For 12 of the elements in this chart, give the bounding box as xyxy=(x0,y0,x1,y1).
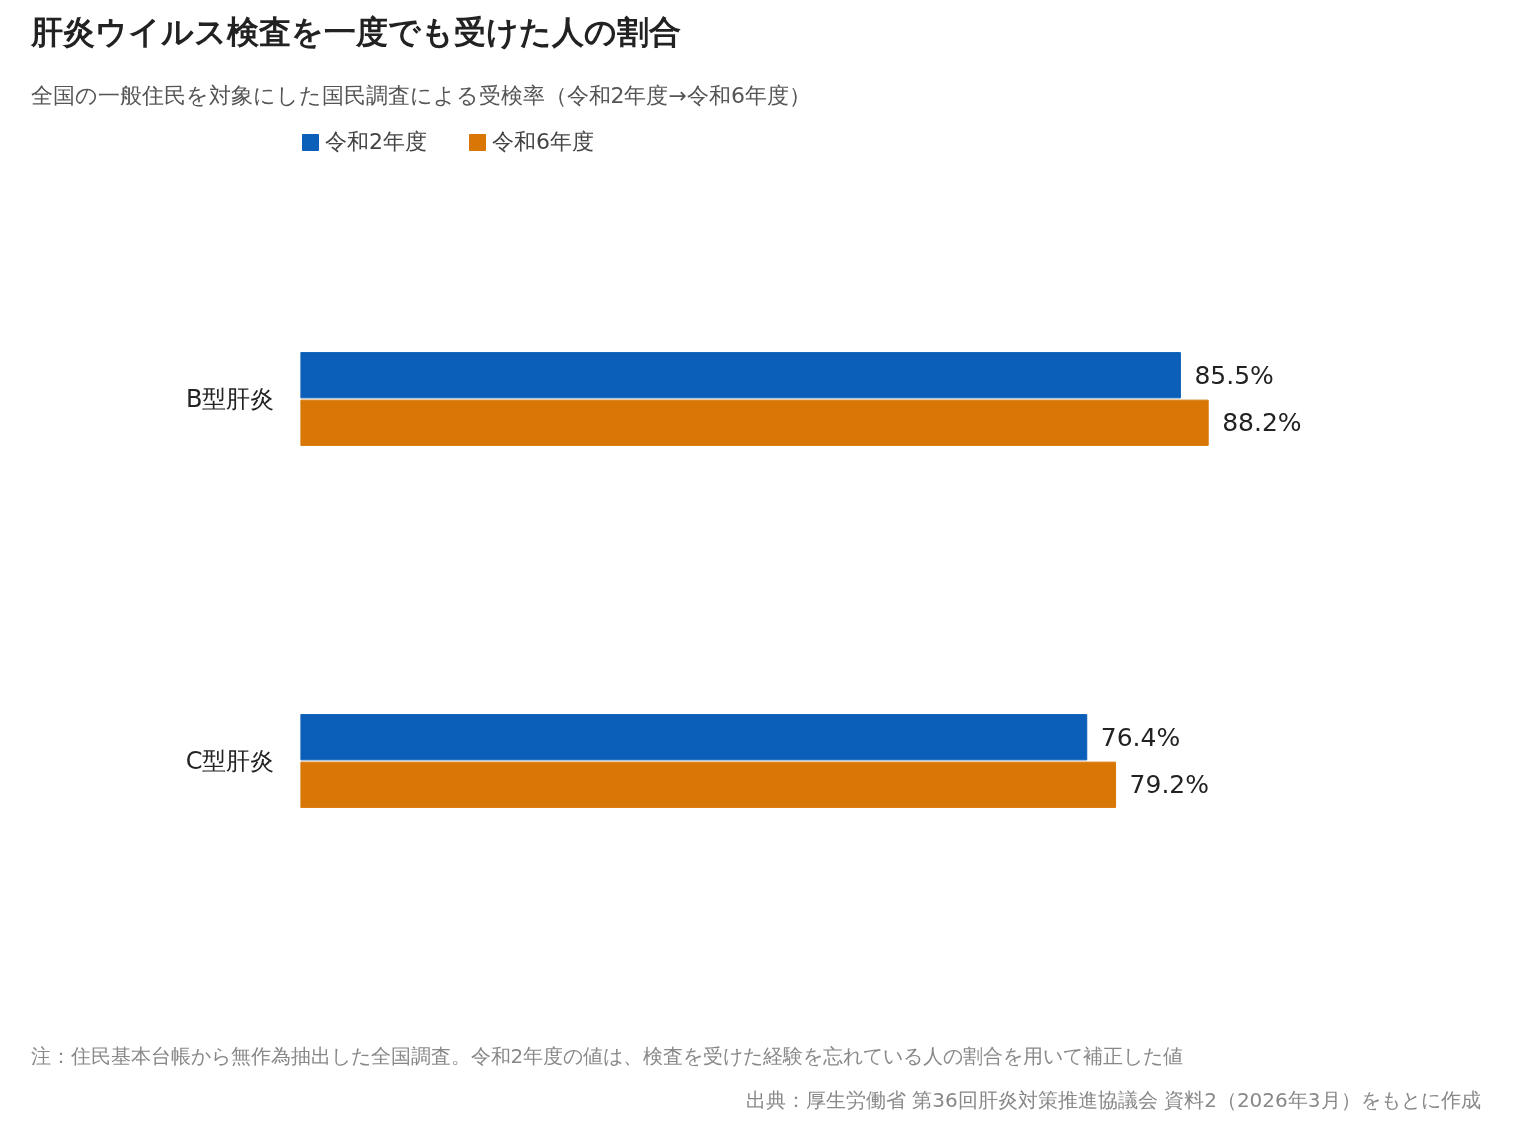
text: 注：住民基本台帳から無作為抽出した全国調査。令和2年度の値は、検査を受けた経験を忘れている人の割合を用いて補正した値 xyxy=(30,1043,1184,1068)
y-tick-label: B型肝炎 xyxy=(186,385,275,413)
data-label: 85.5% xyxy=(1194,360,1274,390)
source-note: 出典：厚生労働省 第36回肝炎対策推進協議会 資料2（2026年3月）をもとに作成 xyxy=(745,1087,1481,1112)
data-label: 88.2% xyxy=(1222,408,1302,438)
legend-label: 令和2年度 xyxy=(325,128,427,156)
data-label: 76.4% xyxy=(1100,722,1181,752)
data-label: 79.2% xyxy=(1129,770,1209,800)
chart-subtitle: 全国の一般住民を対象にした国民調査による受検率（令和2年度→令和6年度） xyxy=(30,82,811,108)
legend-label: 令和6年度 xyxy=(492,128,594,156)
chart-title: 肝炎ウイルス検査を一度でも受けた人の割合 xyxy=(29,12,681,51)
y-tick-label: C型肝炎 xyxy=(185,747,275,775)
